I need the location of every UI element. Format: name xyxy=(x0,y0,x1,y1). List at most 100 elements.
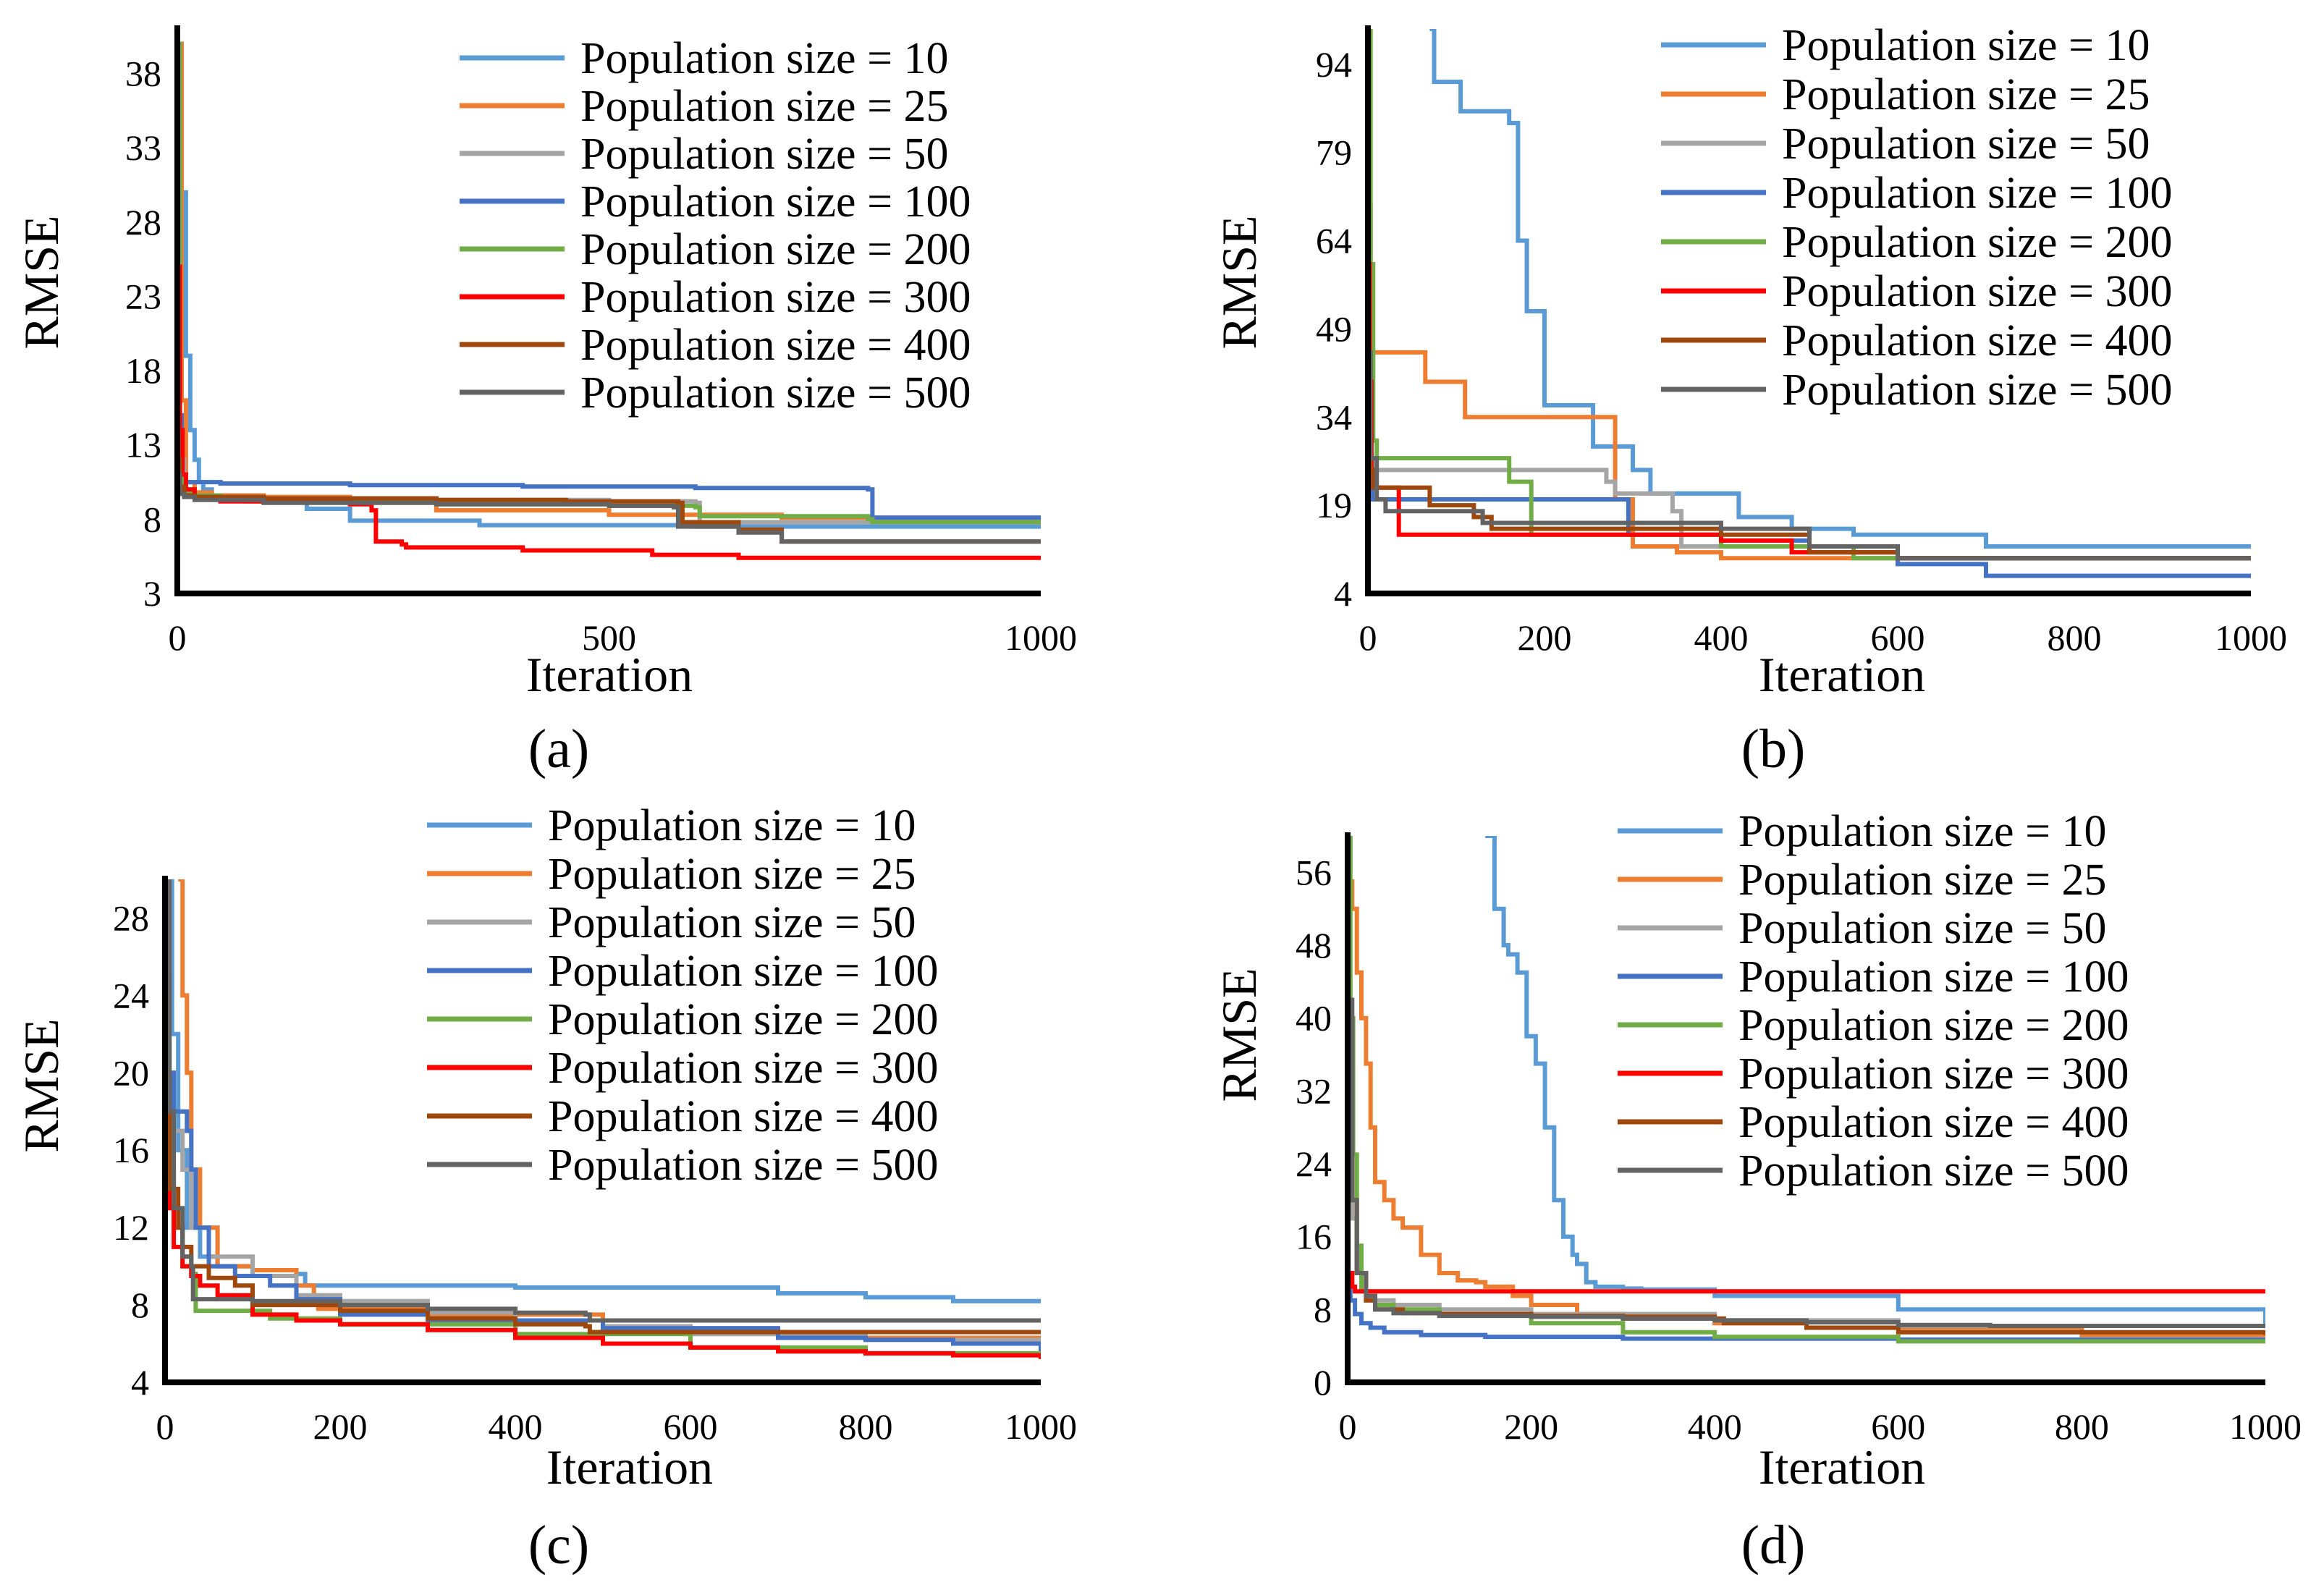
legend-label: Population size = 400 xyxy=(1782,316,2173,365)
y-tick-label: 49 xyxy=(1316,308,1352,349)
y-tick-label: 4 xyxy=(1334,573,1352,614)
panel-label: (d) xyxy=(1741,1515,1806,1576)
series-line-8 xyxy=(177,472,1041,544)
series-layer xyxy=(177,41,1041,560)
legend-label: Population size = 50 xyxy=(580,130,949,179)
y-tick-label: 38 xyxy=(125,54,161,94)
legend-label: Population size = 25 xyxy=(548,850,916,899)
x-tick-label: 1000 xyxy=(1005,1406,1077,1447)
legend-label: Population size = 100 xyxy=(580,177,971,227)
y-tick-label: 23 xyxy=(125,276,161,316)
series-layer xyxy=(165,879,1041,1359)
y-tick-label: 8 xyxy=(143,499,161,539)
legend-label: Population size = 300 xyxy=(580,273,971,322)
y-tick-label: 48 xyxy=(1296,925,1332,965)
series-line-8 xyxy=(1368,350,2251,561)
legend-label: Population size = 400 xyxy=(1738,1098,2129,1147)
legend-label: Population size = 100 xyxy=(1738,952,2129,1002)
x-tick-label: 500 xyxy=(582,617,636,658)
legend-label: Population size = 300 xyxy=(548,1044,939,1093)
y-tick-label: 24 xyxy=(113,975,149,1015)
y-tick-label: 3 xyxy=(143,573,161,614)
x-tick-label: 200 xyxy=(1504,1406,1558,1447)
x-tick-label: 400 xyxy=(1688,1406,1742,1447)
axes-layer: 0 8 16 24 32 40 48 56 0 200 400 600 800 1000 xyxy=(1296,832,2302,1447)
x-tick-label: 600 xyxy=(664,1406,718,1447)
legend-label: Population size = 50 xyxy=(548,898,916,947)
legend-label: Population size = 10 xyxy=(580,34,949,83)
axes-layer: 4 19 34 49 64 79 94 0 200 400 600 800 1000 xyxy=(1316,25,2287,658)
x-tick-label: 200 xyxy=(1518,617,1572,658)
series-line-6 xyxy=(1348,1271,2265,1294)
x-tick-label: 600 xyxy=(1871,617,1925,658)
legend-label: Population size = 25 xyxy=(1782,70,2150,119)
y-tick-label: 79 xyxy=(1316,132,1352,173)
x-tick-label: 0 xyxy=(1339,1406,1357,1447)
series-layer xyxy=(1348,836,2265,1344)
y-tick-label: 8 xyxy=(1314,1289,1332,1330)
panel-label: (c) xyxy=(528,1515,589,1576)
axes-layer: 4 8 12 16 20 24 28 0 200 400 600 800 1000 xyxy=(113,876,1077,1447)
y-tick-label: 94 xyxy=(1316,44,1352,85)
x-tick-label: 0 xyxy=(156,1406,174,1447)
legend-label: Population size = 10 xyxy=(1782,21,2150,70)
y-tick-label: 34 xyxy=(1316,397,1352,437)
panel-label: (b) xyxy=(1741,719,1806,779)
x-axis-title: Iteration xyxy=(546,1440,713,1495)
legend-label: Population size = 300 xyxy=(1738,1049,2129,1099)
y-tick-label: 24 xyxy=(1296,1144,1332,1184)
legend-label: Population size = 10 xyxy=(1738,807,2107,856)
panel-label: (a) xyxy=(528,719,589,779)
legend-label: Population size = 400 xyxy=(548,1092,939,1141)
y-tick-label: 18 xyxy=(125,350,161,391)
x-axis-title: Iteration xyxy=(1759,647,1925,702)
y-tick-label: 8 xyxy=(131,1285,149,1325)
legend-label: Population size = 200 xyxy=(1738,1001,2129,1050)
y-tick-label: 28 xyxy=(113,897,149,938)
x-tick-label: 800 xyxy=(2055,1406,2109,1447)
y-tick-label: 12 xyxy=(113,1207,149,1248)
legend-label: Population size = 500 xyxy=(1738,1146,2129,1196)
legend-label: Population size = 400 xyxy=(580,321,971,370)
x-tick-label: 400 xyxy=(1694,617,1749,658)
series-layer xyxy=(1368,29,2251,578)
series-line-8 xyxy=(1348,997,2265,1328)
x-tick-label: 200 xyxy=(313,1406,368,1447)
legend-label: Population size = 25 xyxy=(1738,855,2107,905)
x-axis-title: Iteration xyxy=(1759,1440,1925,1495)
y-axis-title: RMSE xyxy=(1212,215,1267,349)
y-axis-title: RMSE xyxy=(1212,968,1267,1102)
series-line-6 xyxy=(177,264,1041,560)
y-tick-label: 56 xyxy=(1296,852,1332,892)
y-tick-label: 40 xyxy=(1296,998,1332,1039)
y-tick-label: 33 xyxy=(125,127,161,168)
x-tick-label: 1000 xyxy=(2229,1406,2302,1447)
x-tick-label: 1000 xyxy=(2215,617,2287,658)
y-tick-label: 20 xyxy=(113,1052,149,1093)
y-tick-label: 28 xyxy=(125,202,161,242)
y-tick-label: 0 xyxy=(1314,1362,1332,1403)
y-tick-label: 13 xyxy=(125,425,161,465)
series-line-1 xyxy=(1429,29,2251,549)
legend-label: Population size = 200 xyxy=(580,225,971,274)
series-line-4 xyxy=(165,973,1041,1352)
y-tick-label: 19 xyxy=(1316,485,1352,525)
y-axis-title: RMSE xyxy=(14,1018,69,1152)
x-tick-label: 0 xyxy=(1359,617,1377,658)
legend-label: Population size = 500 xyxy=(580,368,971,418)
x-tick-label: 400 xyxy=(489,1406,543,1447)
chart-panel-d: 0 8 16 24 32 40 48 56 0 200 400 600 800 1000 Iteratio… xyxy=(1212,807,2302,1576)
y-tick-label: 16 xyxy=(1296,1217,1332,1257)
legend-label: Population size = 500 xyxy=(1782,365,2173,415)
legend-label: Population size = 100 xyxy=(548,947,939,996)
x-tick-label: 0 xyxy=(169,617,187,658)
legend-label: Population size = 300 xyxy=(1782,267,2173,316)
x-tick-label: 1000 xyxy=(1005,617,1077,658)
